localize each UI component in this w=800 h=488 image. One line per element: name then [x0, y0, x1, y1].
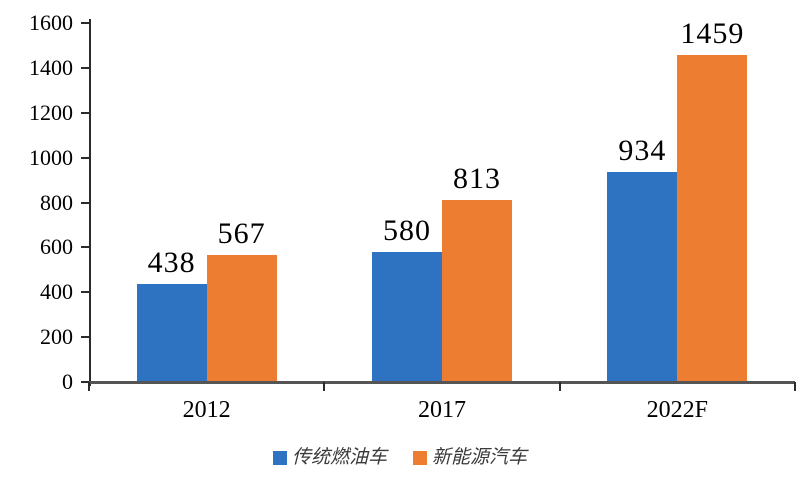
x-axis-tick-mark [794, 382, 796, 391]
legend-swatch [413, 450, 427, 465]
y-axis-tick-label: 400 [40, 279, 73, 305]
bar-nev-2017 [442, 199, 512, 381]
x-axis-category-label: 2017 [418, 397, 466, 423]
y-axis-tick-mark [81, 291, 89, 294]
legend-swatch [272, 450, 287, 465]
bar-value-label: 567 [217, 216, 266, 250]
bar-value-label: 1459 [680, 16, 745, 50]
bar-value-label: 438 [147, 245, 196, 279]
y-axis-tick-mark [81, 246, 89, 249]
y-axis-tick-label: 1200 [29, 99, 73, 125]
bar-fuel-2012 [136, 283, 207, 381]
y-axis-tick-label: 600 [40, 234, 73, 260]
x-axis-category-label: 2022F [646, 397, 708, 423]
y-axis-tick-label: 1600 [29, 10, 73, 35]
x-axis-category-label: 2012 [182, 397, 231, 423]
y-axis-tick-mark [81, 22, 89, 24]
y-axis-tick-label: 800 [40, 189, 73, 215]
chart-legend: 传统燃油车 新能源汽车 [0, 448, 800, 467]
x-axis-line [89, 381, 795, 384]
bar-nev-2012 [206, 254, 277, 381]
y-axis-tick-mark [81, 156, 89, 159]
y-axis-tick-label: 0 [62, 369, 73, 394]
x-axis-tick-mark [88, 382, 90, 391]
bar-nev-2022F [677, 54, 748, 381]
x-axis-tick-mark [558, 382, 561, 391]
y-axis-tick-mark [81, 336, 89, 339]
bar-value-label: 813 [453, 161, 501, 195]
y-axis-line [89, 19, 91, 386]
y-axis-tick-mark [81, 381, 89, 383]
legend-item-nev: 新能源汽车 [413, 448, 527, 467]
bar-value-label: 580 [383, 213, 431, 247]
y-axis-tick-label: 1400 [29, 54, 73, 80]
legend-label: 传统燃油车 [291, 447, 387, 468]
bar-value-label: 934 [618, 134, 667, 168]
bar-fuel-2022F [607, 172, 678, 381]
legend-item-fuel: 传统燃油车 [272, 447, 387, 468]
y-axis-tick-mark [81, 111, 89, 114]
y-axis-tick-label: 1000 [29, 144, 73, 170]
legend-label: 新能源汽车 [432, 447, 528, 468]
y-axis-tick-mark [81, 201, 89, 204]
bar-fuel-2017 [372, 251, 442, 381]
x-axis-tick-mark [323, 382, 326, 391]
y-axis-tick-mark [81, 66, 89, 69]
y-axis-tick-label: 200 [40, 324, 73, 350]
